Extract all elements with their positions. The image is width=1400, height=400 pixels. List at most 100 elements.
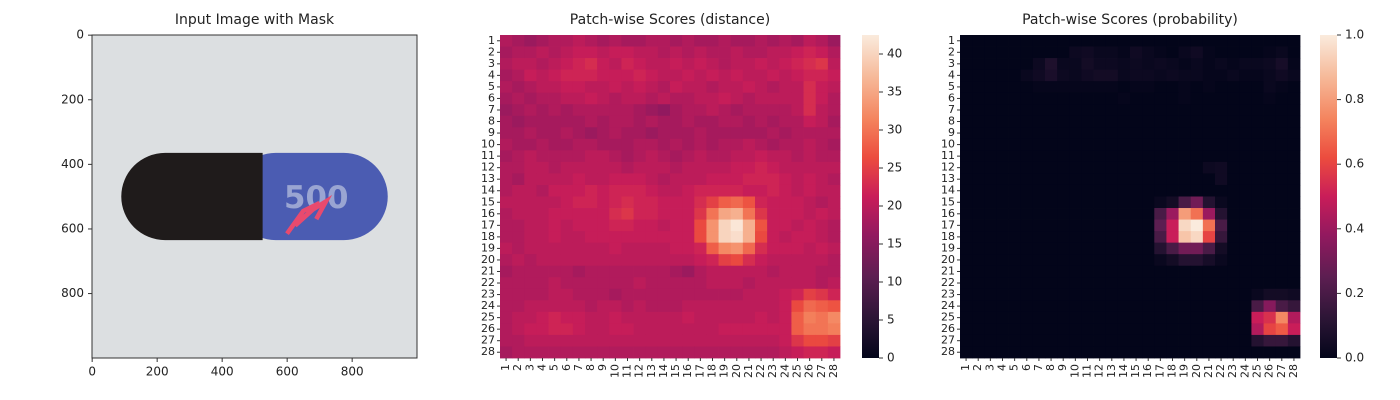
heatmap-cell xyxy=(742,242,756,255)
heatmap-cell xyxy=(1045,265,1058,278)
y-tick-label: 200 xyxy=(61,92,84,106)
heatmap-cell xyxy=(597,196,610,209)
heatmap-cell xyxy=(1166,323,1179,336)
heatmap-cell xyxy=(1142,311,1155,324)
heatmap-cell xyxy=(1287,104,1301,117)
heatmap-cell xyxy=(1178,277,1192,290)
y-tick-label: 28 xyxy=(481,345,495,358)
heatmap-cell xyxy=(1057,334,1070,347)
y-tick-label: 7 xyxy=(948,103,955,116)
heatmap-cell xyxy=(972,334,985,347)
heatmap-cell xyxy=(1215,35,1228,47)
heatmap-cell xyxy=(645,104,659,117)
heatmap-cell xyxy=(1154,92,1167,105)
heatmap-cell xyxy=(984,150,997,163)
heatmap-cell xyxy=(500,46,513,59)
heatmap-cell xyxy=(1263,161,1277,174)
heatmap-cell xyxy=(609,277,622,290)
heatmap-cell xyxy=(512,300,525,313)
x-tick-label: 9 xyxy=(596,364,609,371)
heatmap-cell xyxy=(1166,219,1179,232)
heatmap-cell xyxy=(633,219,647,232)
heatmap-cell xyxy=(1275,288,1289,301)
heatmap-cell xyxy=(1227,115,1240,128)
heatmap-cell xyxy=(803,231,817,244)
heatmap-cell xyxy=(1166,104,1179,117)
heatmap-cell xyxy=(1202,231,1216,244)
heatmap-cell xyxy=(1251,184,1264,197)
heatmap-cell xyxy=(1117,311,1131,324)
heatmap-cell xyxy=(670,323,683,336)
heatmap-cell xyxy=(1178,184,1192,197)
heatmap-cell xyxy=(803,208,817,220)
heatmap-cell xyxy=(1057,69,1070,82)
heatmap-cell xyxy=(1130,219,1143,232)
heatmap-cell xyxy=(755,196,768,209)
heatmap-cell xyxy=(827,219,841,232)
heatmap-cell xyxy=(572,35,586,47)
heatmap-cell xyxy=(1057,300,1070,313)
heatmap-cell xyxy=(657,92,671,105)
heatmap-cell xyxy=(742,288,756,301)
heatmap-cell xyxy=(682,300,695,313)
heatmap-cell xyxy=(1105,92,1119,105)
heatmap-cell xyxy=(524,277,537,290)
heatmap-cell xyxy=(621,184,634,197)
heatmap-cell xyxy=(694,323,707,336)
heatmap-cell xyxy=(1251,311,1264,324)
heatmap-cell xyxy=(1117,104,1131,117)
heatmap-cell xyxy=(718,46,732,59)
heatmap-cell xyxy=(1227,219,1240,232)
heatmap-cell xyxy=(1081,300,1094,313)
y-tick-label: 21 xyxy=(941,264,955,277)
heatmap-cell xyxy=(585,242,598,255)
heatmap-cell xyxy=(1227,173,1240,186)
colorbar-tick-label: 25 xyxy=(887,161,902,175)
heatmap-cell xyxy=(815,231,829,244)
x-tick-label: 26 xyxy=(1263,364,1276,378)
heatmap-cell xyxy=(1117,334,1131,347)
heatmap-cell xyxy=(1020,196,1034,209)
heatmap-cell xyxy=(536,254,549,267)
y-tick-label: 600 xyxy=(61,221,84,235)
heatmap-cell xyxy=(609,150,622,163)
heatmap-cell xyxy=(803,346,817,359)
heatmap-cell xyxy=(815,311,829,324)
heatmap-cell xyxy=(1105,150,1119,163)
heatmap-cell xyxy=(1251,115,1264,128)
heatmap-cell xyxy=(827,288,841,301)
heatmap-cell xyxy=(1069,150,1082,163)
heatmap-cell xyxy=(1069,58,1082,71)
heatmap-cell xyxy=(633,81,647,94)
heatmap-cell xyxy=(1202,300,1216,313)
heatmap-cell xyxy=(984,161,997,174)
heatmap-cell xyxy=(1190,69,1204,82)
heatmap-cell xyxy=(572,138,586,151)
heatmap-cell xyxy=(609,127,622,140)
heatmap-cell xyxy=(1227,208,1240,220)
heatmap-cell xyxy=(1178,150,1192,163)
colorbar-tick-label: 0.8 xyxy=(1345,92,1364,106)
x-tick-label: 2 xyxy=(971,364,984,371)
heatmap-cell xyxy=(1251,150,1264,163)
heatmap-cell xyxy=(645,196,659,209)
heatmap-cell xyxy=(1263,311,1277,324)
heatmap-cell xyxy=(960,150,973,163)
heatmap-cell xyxy=(1032,81,1046,94)
heatmap-cell xyxy=(1275,150,1289,163)
heatmap-cell xyxy=(548,254,562,267)
heatmap-cell xyxy=(1008,173,1022,186)
heatmap-cell xyxy=(682,35,695,47)
heatmap-cell xyxy=(972,115,985,128)
heatmap-cell xyxy=(1202,254,1216,267)
heatmap-cell xyxy=(1105,184,1119,197)
heatmap-cell xyxy=(500,196,513,209)
heatmap-cell xyxy=(1008,208,1022,220)
heatmap-cell xyxy=(1081,184,1094,197)
heatmap-cell xyxy=(1093,184,1107,197)
heatmap-cell xyxy=(645,277,659,290)
heatmap-cell xyxy=(621,35,634,47)
heatmap-cell xyxy=(1008,150,1022,163)
heatmap-cell xyxy=(996,300,1009,313)
heatmap-cell xyxy=(1190,254,1204,267)
